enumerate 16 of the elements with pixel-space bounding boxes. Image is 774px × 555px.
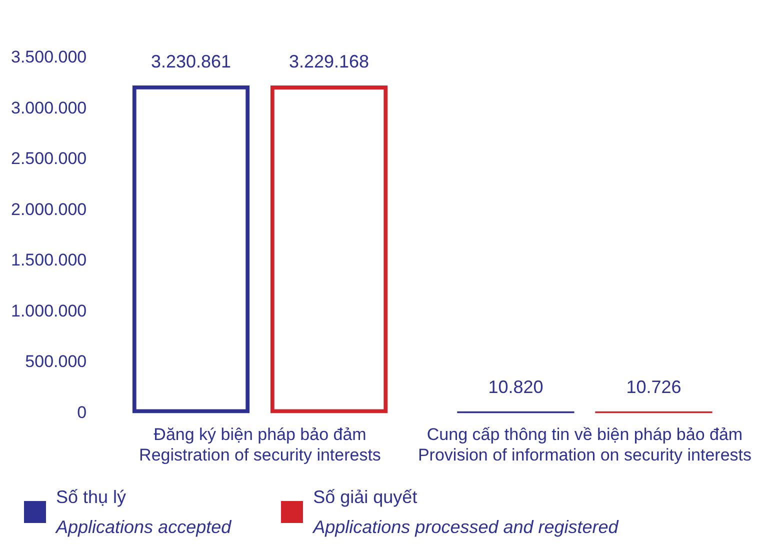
legend-label: Số giải quyết Applications processed and registered xyxy=(313,486,618,539)
data-label: 3.230.861 xyxy=(150,51,232,72)
y-tick-label: 500.000 xyxy=(25,352,87,372)
y-tick-label: 1.000.000 xyxy=(10,301,87,320)
data-label: 10.820 xyxy=(488,377,544,398)
y-tick-label: 0 xyxy=(77,402,87,422)
y-tick-label: 2.500.000 xyxy=(10,149,87,168)
x-tick-label: Đăng ký biện pháp bảo đảm Registration of security interests xyxy=(139,425,381,464)
y-tick-label: 3.500.000 xyxy=(10,48,87,67)
y-tick-label: 3.000.000 xyxy=(10,98,87,118)
x-tick-label: Cung cấp thông tin về biện pháp bảo đảm Provision of information on security interests xyxy=(418,425,752,464)
data-label: 10.726 xyxy=(626,377,682,398)
y-tick-label: 2.000.000 xyxy=(10,200,87,219)
y-tick-label: 1.500.000 xyxy=(10,250,87,270)
legend-label: Số thụ lý Applications accepted xyxy=(56,486,232,539)
data-label: 3.229.168 xyxy=(288,51,370,72)
